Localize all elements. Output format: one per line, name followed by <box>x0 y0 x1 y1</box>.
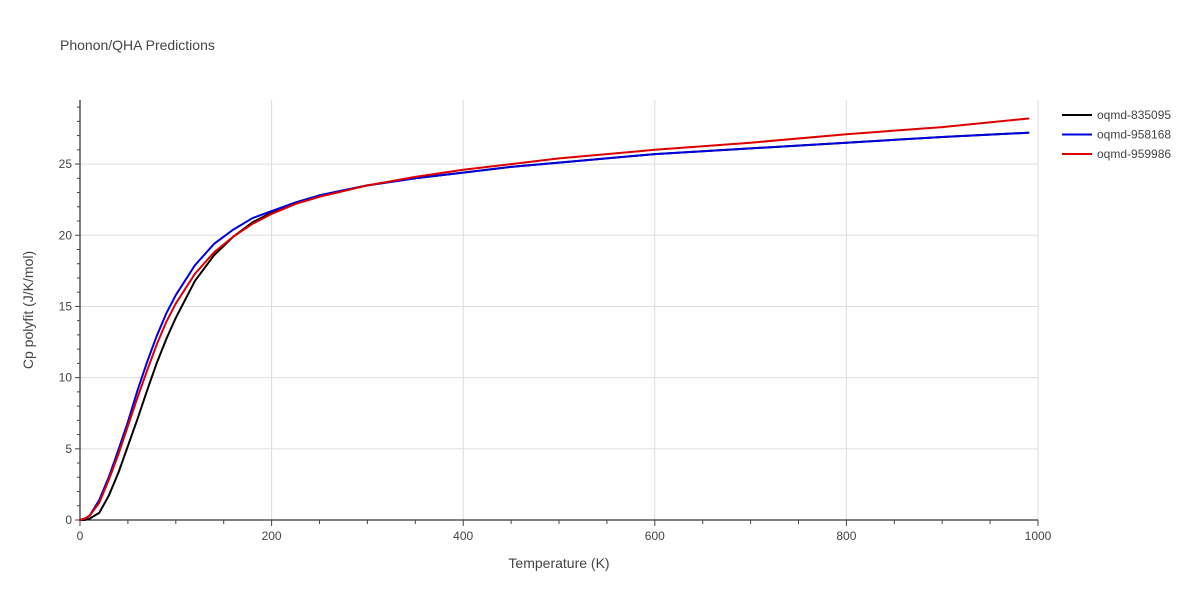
y-tick-label: 25 <box>59 157 73 171</box>
legend-label: oqmd-835095 <box>1097 108 1171 122</box>
chart-title: Phonon/QHA Predictions <box>60 37 215 53</box>
series-line-oqmd-835095 <box>79 131 1030 521</box>
tick-labels: 0 200 400 600 800 1000 0 5 10 15 20 25 <box>59 157 1052 543</box>
y-tick-label: 20 <box>59 228 73 242</box>
legend-label: oqmd-958168 <box>1097 128 1171 142</box>
legend-label: oqmd-959986 <box>1097 147 1171 161</box>
x-tick-label: 600 <box>645 529 665 543</box>
y-tick-label: 15 <box>59 299 73 313</box>
x-tick-label: 0 <box>77 529 84 543</box>
grid <box>80 100 1039 520</box>
axes <box>75 100 1039 526</box>
y-tick-label: 0 <box>65 513 72 527</box>
y-axis-title: Cp polyfit (J/K/mol) <box>20 251 36 369</box>
y-tick-label: 10 <box>59 371 73 385</box>
series-line-oqmd-959986 <box>79 117 1030 521</box>
x-tick-label: 200 <box>262 529 282 543</box>
series-lines <box>79 117 1030 521</box>
x-tick-label: 800 <box>836 529 856 543</box>
series-line-oqmd-958168 <box>79 131 1030 521</box>
x-tick-label: 400 <box>453 529 473 543</box>
x-axis-title: Temperature (K) <box>508 555 609 571</box>
legend: oqmd-835095 oqmd-958168 oqmd-959986 <box>1062 108 1171 161</box>
y-tick-label: 5 <box>65 442 72 456</box>
x-tick-label: 1000 <box>1025 529 1052 543</box>
